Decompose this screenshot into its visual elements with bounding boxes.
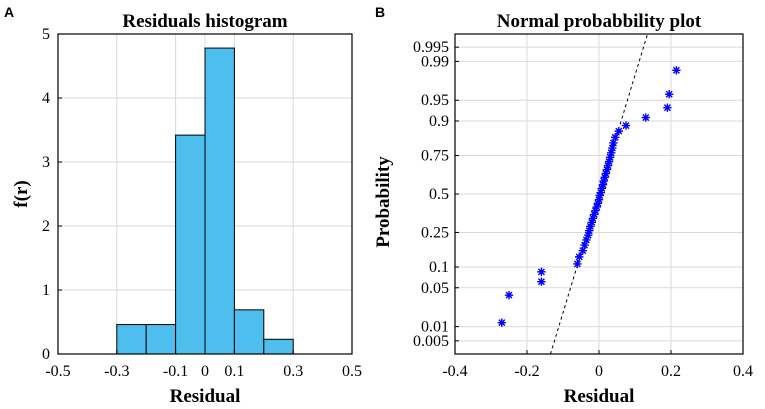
data-point: [587, 218, 596, 227]
y-tick-label: 5: [42, 26, 50, 43]
histogram-bar: [145, 324, 177, 355]
data-point: [599, 176, 608, 186]
y-tick-label: 3: [42, 154, 50, 171]
data-point: [641, 113, 650, 122]
data-point: [586, 222, 595, 231]
data-point: [497, 318, 506, 327]
data-point: [591, 206, 600, 215]
data-point: [595, 191, 604, 200]
histogram-panel: -0.5 -0.3 -0.1 0 0.1 0.3 0.5 0 1 2 3 4 5 Residuals h…: [11, 11, 362, 407]
y-tick-label: 0.01: [421, 319, 449, 336]
probability-xlabel: Residual: [564, 386, 635, 407]
x-tick-label: 0: [595, 363, 603, 380]
x-tick-label: -0.1: [163, 363, 188, 380]
histogram-ticks: -0.5 -0.3 -0.1 0 0.1 0.3 0.5 0 1 2 3 4 5: [42, 26, 362, 380]
x-tick-label: 0.4: [733, 363, 753, 380]
data-point: [596, 188, 605, 197]
histogram-xlabel: Residual: [170, 386, 241, 407]
data-point: [597, 184, 607, 193]
data-point: [537, 267, 546, 277]
histogram-title: Residuals histogram: [122, 11, 287, 32]
data-point: [592, 202, 602, 212]
data-point: [672, 66, 681, 75]
data-point: [585, 226, 594, 235]
y-tick-label: 0.9: [429, 113, 449, 130]
data-point: [537, 277, 546, 286]
data-point: [575, 252, 584, 262]
histogram-bar: [116, 324, 147, 355]
probability-grid: [455, 34, 743, 354]
data-point: [665, 90, 674, 99]
data-point: [601, 169, 611, 178]
data-point: [608, 143, 617, 153]
probability-title: Normal probabbility plot: [497, 11, 702, 32]
data-point: [602, 165, 612, 174]
probability-ylabel: Probability: [373, 156, 394, 248]
data-point: [603, 161, 613, 170]
x-tick-label: -0.3: [104, 363, 129, 380]
data-point: [590, 210, 599, 219]
data-point: [588, 214, 598, 223]
data-point: [504, 290, 514, 300]
data-point: [582, 235, 591, 245]
data-point: [600, 173, 609, 182]
data-point: [573, 259, 582, 269]
panel-label-a: A: [4, 4, 14, 20]
y-tick-label: 0.25: [421, 224, 449, 241]
x-tick-label: 0.3: [283, 363, 303, 380]
y-tick-label: 0.995: [413, 39, 449, 56]
histogram-bars: [116, 47, 294, 355]
histogram-ylabel: f(r): [11, 180, 32, 207]
histogram-bar: [175, 134, 206, 355]
data-point: [578, 246, 587, 255]
x-tick-label: -0.4: [442, 363, 467, 380]
data-point: [611, 133, 620, 142]
probability-points: [497, 66, 681, 327]
data-point: [607, 148, 616, 158]
y-tick-label: 0.5: [429, 186, 449, 203]
data-point: [614, 126, 623, 136]
y-tick-label: 1: [42, 282, 50, 299]
y-tick-label: 0.75: [421, 148, 449, 165]
x-tick-label: 0.5: [342, 363, 362, 380]
x-tick-label: -0.5: [45, 363, 70, 380]
histogram-bar: [204, 47, 235, 355]
x-tick-label: 0.1: [224, 363, 244, 380]
x-tick-label: -0.2: [514, 363, 539, 380]
x-tick-label: 0: [201, 363, 209, 380]
data-point: [593, 199, 603, 208]
y-tick-label: 0.99: [421, 53, 449, 70]
data-point: [580, 240, 589, 250]
panel-label-b: B: [375, 4, 385, 20]
data-point: [621, 121, 631, 130]
data-point: [609, 138, 618, 148]
y-tick-label: 0.05: [421, 280, 449, 297]
y-tick-label: 0: [42, 346, 50, 363]
y-tick-label: 2: [42, 218, 50, 235]
data-point: [604, 157, 614, 166]
histogram-bar: [263, 338, 294, 355]
x-tick-label: 0.2: [661, 363, 681, 380]
histogram-bar: [233, 309, 265, 355]
y-tick-label: 4: [42, 90, 50, 107]
data-point: [605, 153, 615, 162]
data-point: [584, 230, 593, 240]
data-point: [663, 103, 672, 112]
y-tick-label: 0.005: [413, 333, 449, 350]
reference-line: [550, 33, 648, 355]
y-tick-label: 0.1: [429, 259, 449, 276]
data-point: [598, 180, 608, 189]
data-point: [594, 195, 604, 204]
y-tick-label: 0.95: [421, 92, 449, 109]
